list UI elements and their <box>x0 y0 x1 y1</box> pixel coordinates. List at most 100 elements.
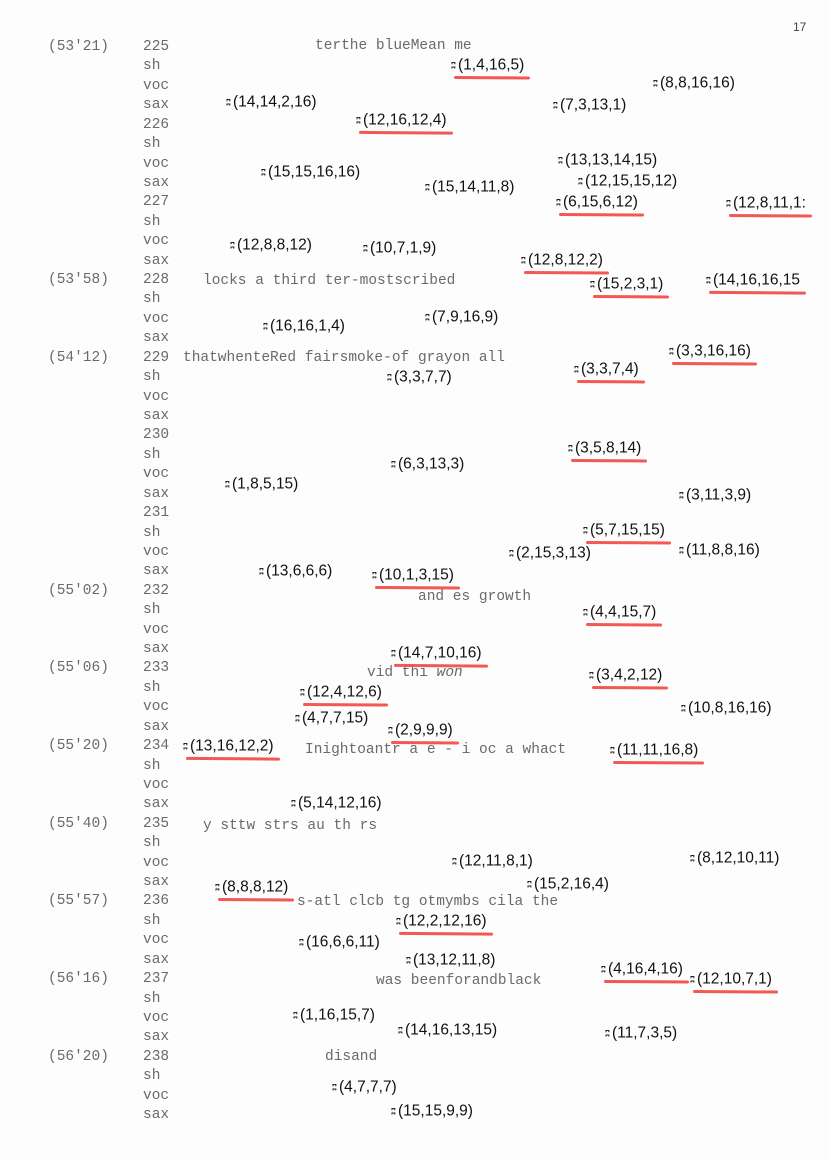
tuple-text: (2,15,3,13) <box>516 544 591 562</box>
tuple: ʭ (10,8,16,16) <box>681 700 772 716</box>
tuple-underlined: ʭ (10,1,3,15) <box>372 566 454 584</box>
glyph-mark-icon: ʭ <box>424 312 430 323</box>
tuple-text: (15,15,9,9) <box>398 1102 473 1120</box>
part-label: voc <box>143 310 170 327</box>
lyric-line: Inightoantr a e - i oc a whact <box>305 741 567 758</box>
tuple-text: (6,15,6,12) <box>563 193 638 211</box>
glyph-mark-icon: ʭ <box>386 372 392 383</box>
part-label: sh <box>143 912 161 929</box>
tuple-text: (12,16,12,4) <box>363 111 447 129</box>
tuple: ʭ (12,11,8,1) <box>452 853 533 869</box>
lyric-line: y sttw strs au th rs <box>203 817 378 834</box>
timestamp: (56'20) <box>48 1048 109 1065</box>
measure-number: 230 <box>143 427 170 444</box>
tuple-text: (8,12,10,11) <box>697 849 780 867</box>
glyph-mark-icon: ʭ <box>390 1106 396 1117</box>
glyph-mark-icon: ʭ <box>557 155 563 166</box>
glyph-mark-icon: ʭ <box>600 964 606 975</box>
timestamp: (56'16) <box>48 970 109 987</box>
tuple-text: (14,16,16,15 <box>713 271 801 289</box>
tuple-underlined: ʭ (14,16,16,15 <box>706 271 801 289</box>
tuple-text: (3,4,2,12) <box>596 666 663 684</box>
tuple-underlined: ʭ (3,3,7,4) <box>574 361 639 377</box>
part-label: voc <box>143 232 170 249</box>
part-label: voc <box>143 543 170 560</box>
tuple-underlined: ʭ (14,7,10,16) <box>391 644 482 662</box>
glyph-mark-icon: ʭ <box>390 459 396 470</box>
lyric-line: locks a third ter-mostscribed <box>203 272 456 289</box>
tuple: ʭ (16,16,1,4) <box>263 318 345 334</box>
timestamp: (55'06) <box>48 660 109 677</box>
tuple-underlined: ʭ (12,10,7,1) <box>690 970 772 988</box>
part-label: voc <box>143 699 170 716</box>
tuple-underlined: ʭ (12,4,12,6) <box>300 684 382 700</box>
glyph-mark-icon: ʭ <box>298 937 304 948</box>
tuple: ʭ (7,9,16,9) <box>425 309 498 325</box>
tuple-underlined: ʭ (3,4,2,12) <box>589 666 663 684</box>
tuple-text: (14,7,10,16) <box>398 644 482 662</box>
tuple-text: (14,14,2,16) <box>233 93 317 111</box>
glyph-mark-icon: ʭ <box>395 916 401 927</box>
part-label: sh <box>143 291 161 308</box>
tuple: ʭ (13,13,14,15) <box>558 152 657 168</box>
tuple: ʭ (15,14,11,8) <box>425 179 515 195</box>
tuple: ʭ (15,2,16,4) <box>527 876 609 892</box>
tuple-text: (10,1,3,15) <box>379 566 454 584</box>
glyph-mark-icon: ʭ <box>229 240 235 251</box>
measure-number: 233 <box>143 660 170 677</box>
measure-number: 238 <box>143 1048 170 1065</box>
part-label: sax <box>143 563 170 580</box>
measure-number: 229 <box>143 349 170 366</box>
glyph-mark-icon: ʭ <box>689 974 695 985</box>
measure-number: 231 <box>143 504 170 521</box>
tuple-text: (14,16,13,15) <box>405 1021 498 1039</box>
part-label: sax <box>143 1029 170 1046</box>
part-label: sax <box>143 330 170 347</box>
tuple-text: (13,16,12,2) <box>190 737 274 755</box>
glyph-mark-icon: ʭ <box>589 279 595 290</box>
tuple-underlined: ʭ (13,16,12,2) <box>183 737 274 755</box>
tuple: ʭ (3,11,3,9) <box>679 487 751 503</box>
timestamp: (53'21) <box>48 38 109 55</box>
tuple: ʭ (1,8,5,15) <box>225 475 299 493</box>
tuple: ʭ (7,3,13,1) <box>553 97 626 113</box>
tuple: ʭ (11,7,3,5) <box>605 1024 678 1042</box>
tuple-underlined: ʭ (4,4,15,7) <box>583 604 656 620</box>
measure-number: 235 <box>143 815 170 832</box>
tuple: ʭ (2,15,3,13) <box>509 544 591 562</box>
part-label: voc <box>143 155 170 172</box>
tuple-underlined: ʭ (3,5,8,14) <box>568 440 641 456</box>
part-label: sh <box>143 990 161 1007</box>
part-label: sh <box>143 446 161 463</box>
glyph-mark-icon: ʭ <box>678 545 684 556</box>
part-label: voc <box>143 776 170 793</box>
glyph-mark-icon: ʭ <box>224 479 230 490</box>
glyph-mark-icon: ʭ <box>292 1010 298 1021</box>
tuple-text: (1,8,5,15) <box>232 475 299 493</box>
lyric-fragment: vid thi <box>367 664 437 681</box>
part-label: voc <box>143 465 170 482</box>
tuple-underlined: ʭ (6,15,6,12) <box>556 193 638 211</box>
page-number: 17 <box>793 20 807 34</box>
tuple-text: (5,14,12,16) <box>298 794 382 812</box>
tuple-underlined: ʭ (12,8,12,2) <box>521 252 603 268</box>
tuple-text: (4,7,7,15) <box>302 709 369 727</box>
part-label: sh <box>143 368 161 385</box>
part-label: sax <box>143 640 170 657</box>
lyric-italic-fragment: won <box>436 664 463 681</box>
tuple: ʭ (3,3,7,7) <box>387 369 452 385</box>
tuple-text: (12,10,7,1) <box>697 970 772 988</box>
tuple: ʭ (12,15,15,12) <box>578 173 677 189</box>
measure-number: 232 <box>143 582 170 599</box>
glyph-mark-icon: ʭ <box>390 648 396 659</box>
tuple: ʭ (4,7,7,15) <box>295 709 369 727</box>
part-label: sh <box>143 135 161 152</box>
glyph-mark-icon: ʭ <box>355 115 361 126</box>
tuple: ʭ (12,8,8,12) <box>230 237 312 253</box>
tuple-text: (11,7,3,5) <box>612 1024 678 1042</box>
measure-number: 228 <box>143 271 170 288</box>
part-label: sax <box>143 873 170 890</box>
tuple-text: (13,6,6,6) <box>266 562 333 580</box>
tuple: ʭ (14,14,2,16) <box>226 93 317 111</box>
glyph-mark-icon: ʭ <box>260 167 266 178</box>
